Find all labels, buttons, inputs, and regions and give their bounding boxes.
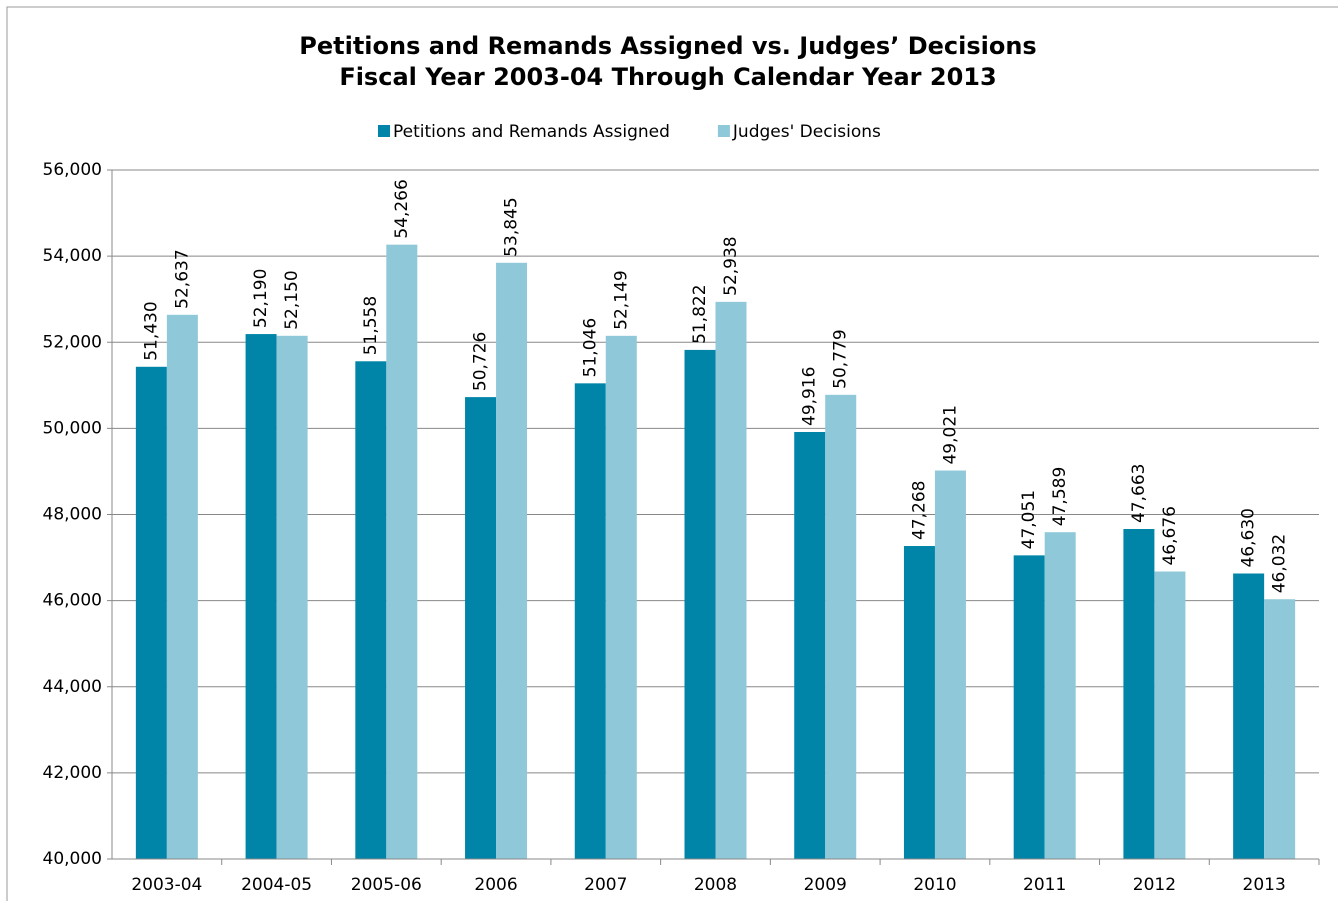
- value-label: 51,822: [690, 284, 710, 343]
- x-tick-label: 2011: [1023, 875, 1066, 895]
- x-tick-label: 2003-04: [131, 875, 202, 895]
- bar: [386, 244, 418, 859]
- y-tick-label: 48,000: [43, 505, 102, 525]
- value-label: 47,051: [1019, 490, 1039, 549]
- chart-title: Petitions and Remands Assigned vs. Judge…: [299, 32, 1036, 60]
- bar: [166, 314, 198, 859]
- value-label: 51,046: [580, 318, 600, 377]
- value-label: 52,637: [172, 249, 192, 308]
- x-tick-label: 2010: [913, 875, 956, 895]
- value-label: 52,149: [611, 270, 631, 329]
- x-tick-label: 2009: [804, 875, 847, 895]
- chart-subtitle: Fiscal Year 2003-04 Through Calendar Yea…: [339, 63, 996, 91]
- bar: [794, 431, 826, 859]
- bar: [276, 335, 308, 859]
- x-tick-label: 2005-06: [351, 875, 422, 895]
- y-tick-label: 46,000: [43, 591, 102, 611]
- bar: [245, 334, 277, 859]
- bar: [1154, 571, 1186, 859]
- bar: [934, 470, 966, 859]
- y-tick-label: 42,000: [43, 763, 102, 783]
- value-label: 51,558: [361, 296, 381, 355]
- y-tick-label: 44,000: [43, 677, 102, 697]
- bar: [574, 383, 606, 859]
- value-label: 50,726: [471, 332, 491, 391]
- legend-label: Judges' Decisions: [732, 122, 881, 142]
- y-tick-label: 52,000: [43, 332, 102, 352]
- x-tick-label: 2007: [584, 875, 627, 895]
- value-label: 54,266: [392, 179, 412, 238]
- legend-swatch: [717, 125, 730, 137]
- bar: [1233, 573, 1265, 859]
- bar: [605, 335, 637, 859]
- y-tick-label: 54,000: [43, 246, 102, 266]
- value-label: 52,150: [282, 270, 302, 329]
- value-label: 47,589: [1050, 467, 1070, 526]
- value-label: 53,845: [502, 197, 522, 256]
- bar: [1123, 529, 1155, 859]
- value-label: 46,032: [1270, 534, 1290, 593]
- value-label: 51,430: [141, 301, 161, 360]
- value-label: 49,021: [940, 405, 960, 464]
- bar: [1044, 532, 1076, 859]
- bar: [715, 301, 747, 859]
- bar: [684, 349, 716, 859]
- x-tick-label: 2012: [1133, 875, 1176, 895]
- y-tick-label: 40,000: [43, 849, 102, 869]
- legend-label: Petitions and Remands Assigned: [393, 122, 670, 142]
- bar: [135, 366, 167, 859]
- y-tick-label: 56,000: [43, 160, 102, 180]
- legend-swatch: [378, 125, 390, 137]
- value-label: 47,663: [1129, 464, 1149, 523]
- x-tick-label: 2008: [694, 875, 737, 895]
- bar: [496, 262, 528, 859]
- value-label: 52,190: [251, 269, 271, 328]
- value-label: 49,916: [800, 367, 820, 426]
- x-tick-label: 2006: [474, 875, 517, 895]
- bar: [355, 361, 387, 859]
- bar: [825, 394, 857, 859]
- y-tick-label: 50,000: [43, 418, 102, 438]
- bar: [1013, 555, 1045, 859]
- x-tick-label: 2004-05: [241, 875, 312, 895]
- value-label: 47,268: [909, 481, 929, 540]
- x-tick-label: 2013: [1243, 875, 1286, 895]
- bar: [903, 546, 935, 859]
- bar: [1264, 599, 1296, 859]
- chart-border: [6, 6, 1338, 905]
- value-label: 46,630: [1239, 508, 1259, 567]
- bar: [465, 397, 497, 859]
- value-label: 52,938: [721, 236, 741, 295]
- value-label: 50,779: [831, 329, 851, 388]
- value-label: 46,676: [1160, 506, 1180, 565]
